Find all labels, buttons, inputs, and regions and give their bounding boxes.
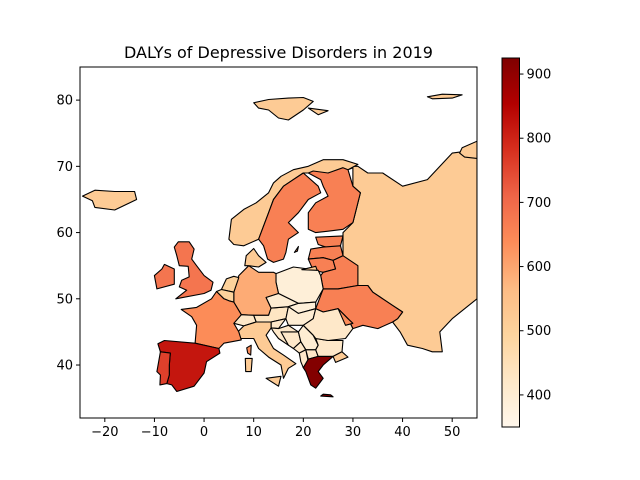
y-tick-label: 40 (56, 359, 73, 374)
colorbar-tick-label: 600 (527, 260, 552, 275)
region-novaya-zemlya (459, 140, 477, 159)
region-crete (320, 393, 334, 398)
plot-frame (79, 66, 478, 419)
y-tick-label: 60 (56, 226, 73, 241)
region-romania (302, 308, 354, 342)
region-united-kingdom (173, 241, 214, 300)
region-iceland (81, 189, 138, 211)
region-turkey-thrace (332, 351, 349, 363)
x-tick-label: 40 (394, 425, 411, 440)
y-tick-label: 80 (56, 94, 73, 109)
map-regions (81, 93, 477, 398)
region-franz-josef-land (426, 93, 463, 100)
colorbar-tick-label: 900 (527, 68, 552, 83)
region-sicily (265, 375, 282, 387)
y-axis: 40 50 60 70 80 (56, 94, 80, 374)
region-denmark (244, 247, 267, 268)
colorbar-tick-label: 400 (527, 388, 552, 403)
region-moldova (337, 308, 354, 326)
region-svalbard-east (307, 107, 329, 116)
region-sweden (258, 172, 322, 263)
x-tick-label: 20 (295, 425, 312, 440)
region-sardinia (244, 357, 253, 373)
region-greece (302, 355, 334, 389)
region-kaliningrad (301, 265, 318, 271)
colorbar-tick-label: 800 (527, 132, 552, 147)
region-corsica (246, 344, 252, 356)
region-svalbard (253, 96, 314, 121)
x-tick-label: 10 (245, 425, 262, 440)
region-ireland (153, 263, 175, 290)
x-tick-label: −10 (141, 425, 168, 440)
colorbar (501, 57, 520, 428)
x-tick-label: −20 (91, 425, 118, 440)
x-axis: −20 −10 0 10 20 30 40 50 (91, 418, 460, 440)
y-tick-label: 50 (56, 292, 73, 307)
region-portugal (156, 351, 171, 386)
x-tick-label: 50 (444, 425, 461, 440)
y-tick-label: 70 (56, 160, 73, 175)
region-italy (237, 321, 297, 379)
chart-title: DALYs of Depressive Disorders in 2019 (124, 43, 433, 62)
x-tick-label: 0 (200, 425, 208, 440)
x-tick-label: 30 (345, 425, 362, 440)
region-sweden-gotland (293, 245, 299, 253)
region-finland (307, 167, 361, 234)
colorbar-tick-label: 700 (527, 196, 552, 211)
colorbar-tick-label: 500 (527, 324, 552, 339)
region-france (180, 290, 242, 350)
colorbar-ticks: 400 500 600 700 800 900 (519, 68, 552, 403)
